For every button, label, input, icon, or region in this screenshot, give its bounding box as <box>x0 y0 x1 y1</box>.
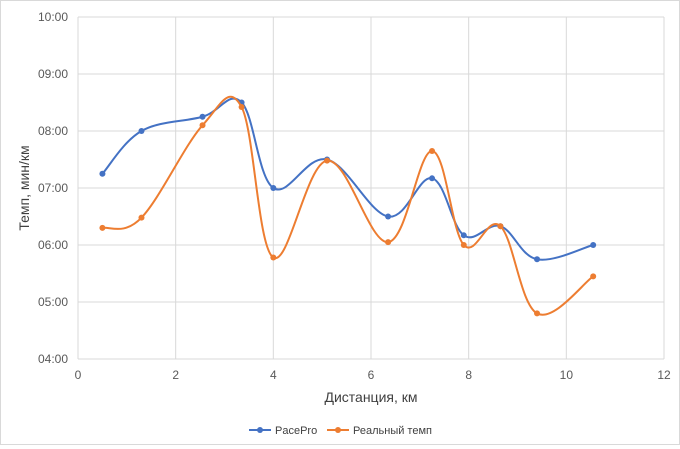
y-tick-label: 10:00 <box>38 10 68 24</box>
legend-swatch-marker <box>335 427 341 433</box>
data-point <box>138 128 145 134</box>
series-2 <box>99 95 597 317</box>
data-point <box>460 242 467 248</box>
legend: PacePro Реальный темп <box>249 425 432 437</box>
data-point <box>199 122 206 129</box>
gridlines <box>77 16 665 360</box>
x-tick-label: 4 <box>270 368 277 382</box>
data-point <box>199 113 206 120</box>
legend-item: Реальный темп <box>327 425 432 437</box>
data-point <box>590 242 597 248</box>
data-point <box>270 254 277 261</box>
data-point <box>238 104 245 111</box>
data-point <box>99 224 106 231</box>
data-point <box>460 232 467 239</box>
y-axis-title: Темп, мин/км <box>16 145 32 230</box>
y-tick-label: 08:00 <box>38 124 68 138</box>
y-tick-label: 06:00 <box>38 238 68 252</box>
data-point <box>590 273 597 280</box>
data-point <box>385 213 392 220</box>
data-point <box>497 223 504 230</box>
x-tick-label: 12 <box>657 368 671 382</box>
x-tick-label: 0 <box>75 368 82 382</box>
y-tick-label: 07:00 <box>38 181 68 195</box>
x-tick-label: 8 <box>465 368 472 382</box>
legend-item: PacePro <box>249 425 317 437</box>
data-point <box>99 170 106 177</box>
legend-label: PacePro <box>275 425 317 437</box>
x-tick-label: 10 <box>560 368 574 382</box>
data-point <box>534 310 541 317</box>
series-layer <box>99 95 597 317</box>
data-point <box>270 185 277 191</box>
data-point <box>429 175 436 182</box>
x-axis-title: Дистанция, км <box>324 389 417 405</box>
data-point <box>385 239 392 246</box>
tick-labels: 04:00 05:00 06:00 07:00 08:00 09:00 10:00 0 2 4 6 8… <box>38 10 671 382</box>
y-tick-label: 09:00 <box>38 67 68 81</box>
x-tick-label: 2 <box>172 368 179 382</box>
y-tick-label: 05:00 <box>38 295 68 309</box>
data-point <box>534 256 541 263</box>
data-point <box>138 214 145 221</box>
data-point <box>429 147 436 154</box>
legend-swatch-marker <box>257 427 263 433</box>
y-tick-label: 04:00 <box>38 352 68 366</box>
data-point <box>324 157 331 164</box>
legend-label: Реальный темп <box>353 425 432 437</box>
x-tick-label: 6 <box>368 368 375 382</box>
